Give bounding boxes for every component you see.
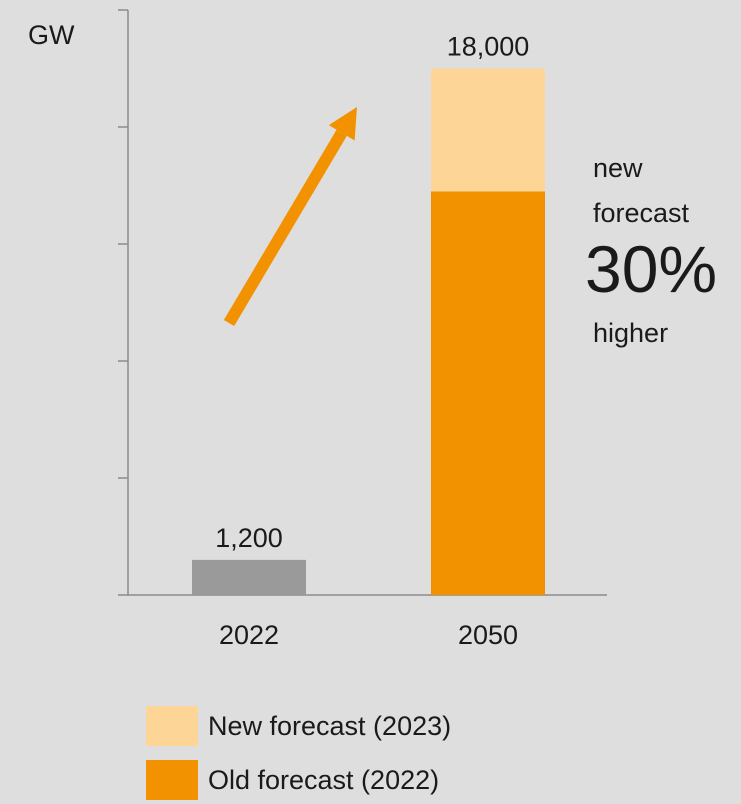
annotation-higher: higher xyxy=(593,318,669,348)
unit-label: GW xyxy=(28,20,75,50)
annotation-percent: 30% xyxy=(585,232,718,306)
total-label-2022: 1,200 xyxy=(215,523,283,553)
annotation-forecast: forecast xyxy=(593,198,690,228)
legend-item-old: Old forecast (2022) xyxy=(146,760,439,800)
growth-arrow-shaft xyxy=(223,129,347,327)
growth-arrow-head xyxy=(328,107,357,141)
legend-swatch-new xyxy=(146,706,198,746)
total-label-2050: 18,000 xyxy=(447,32,530,62)
legend-label-old: Old forecast (2022) xyxy=(208,764,440,795)
bar-2022 xyxy=(192,559,306,595)
x-tick-label-2022: 2022 xyxy=(219,620,279,650)
legend-item-new: New forecast (2023) xyxy=(146,706,451,746)
x-tick-label-2050: 2050 xyxy=(458,620,518,650)
bar-2050-old-forecast xyxy=(431,191,545,595)
legend-label-new: New forecast (2023) xyxy=(208,710,452,741)
legend-swatch-old xyxy=(146,760,198,800)
bar-2050-new-forecast xyxy=(431,68,545,192)
annotation-new: new xyxy=(593,153,643,183)
